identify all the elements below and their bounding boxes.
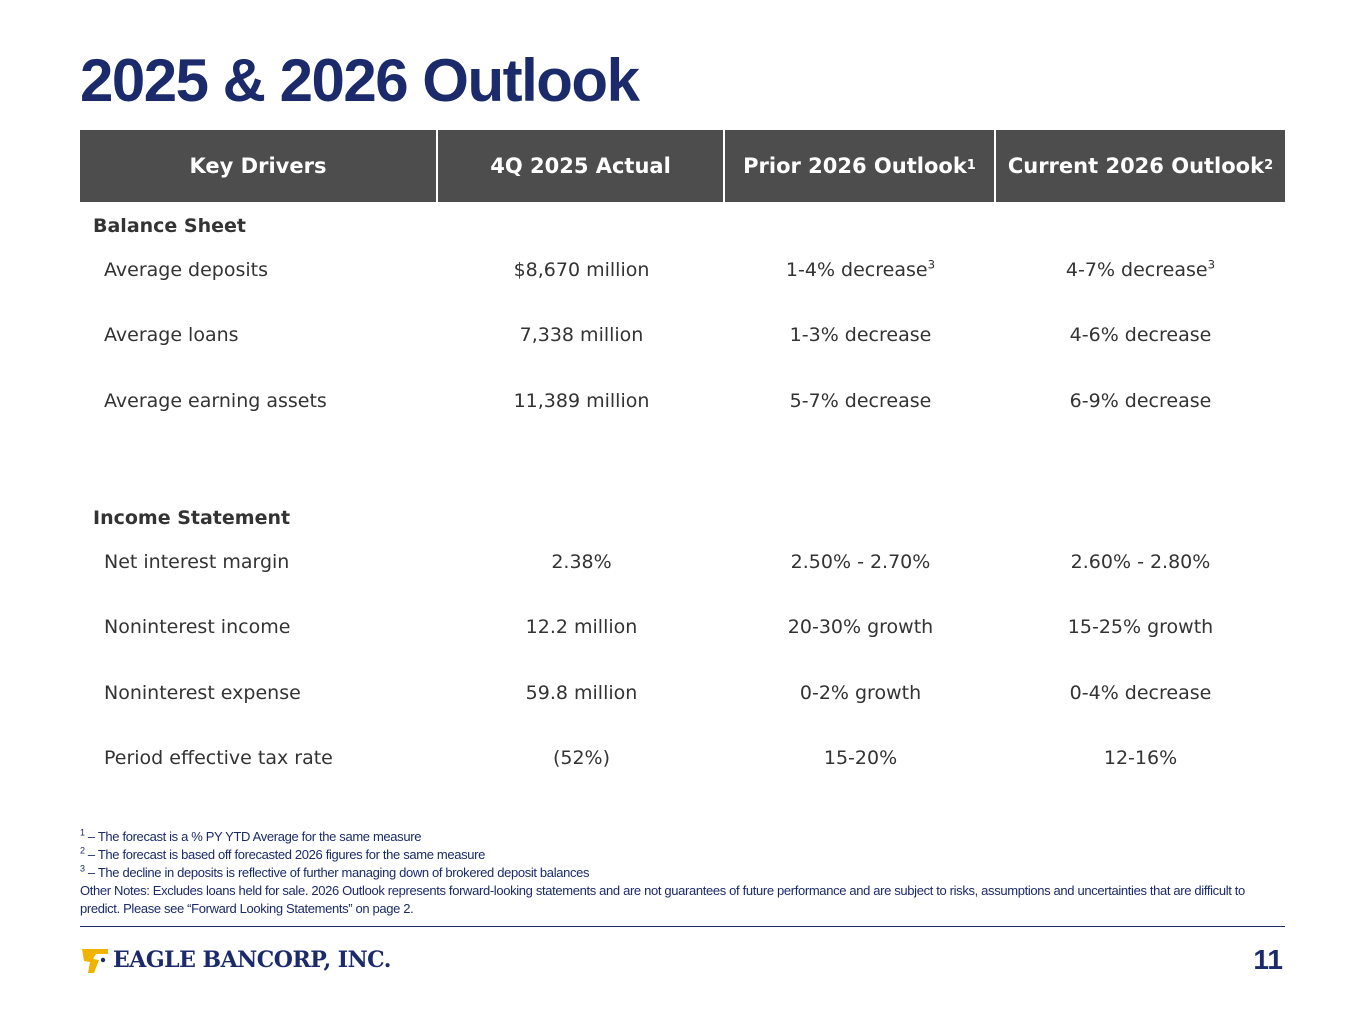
table-row: Noninterest income 12.2 million 20-30% g… bbox=[80, 612, 1285, 642]
current-outlook-value: 15-25% growth bbox=[1067, 616, 1214, 638]
table-row: Period effective tax rate (52%) 15-20% 1… bbox=[80, 743, 1285, 773]
table-row: Average deposits $8,670 million 1-4% dec… bbox=[80, 255, 1285, 285]
driver-label: Average loans bbox=[104, 324, 239, 346]
driver-label: Average deposits bbox=[104, 259, 269, 281]
prior-outlook-value: 5-7% decrease bbox=[789, 390, 932, 412]
logo-text: EAGLE BANCORP, INC. bbox=[113, 947, 391, 973]
page-number: 11 bbox=[1253, 944, 1283, 975]
eagle-icon bbox=[82, 949, 108, 973]
footnote-1: 1 – The forecast is a % PY YTD Average f… bbox=[80, 827, 422, 844]
prior-outlook-value: 20-30% growth bbox=[787, 616, 934, 638]
table-row: Average loans 7,338 million 1-3% decreas… bbox=[80, 320, 1285, 350]
footnote-2: 2 – The forecast is based off forecasted… bbox=[80, 845, 485, 862]
driver-label: Period effective tax rate bbox=[104, 747, 333, 769]
footer-divider bbox=[80, 926, 1285, 927]
current-outlook-value: 12-16% bbox=[1103, 747, 1178, 769]
footnote-ref: 3 bbox=[927, 257, 936, 272]
driver-label: Noninterest expense bbox=[104, 682, 301, 704]
section-income-statement: Income Statement bbox=[93, 507, 291, 529]
current-outlook-value: 4-6% decrease bbox=[1069, 324, 1212, 346]
driver-label: Noninterest income bbox=[104, 616, 291, 638]
other-notes: Other Notes: Excludes loans held for sal… bbox=[80, 883, 1245, 916]
table-header: Key Drivers 4Q 2025 Actual Prior 2026 Ou… bbox=[80, 130, 1285, 202]
prior-outlook-value: 15-20% bbox=[823, 747, 898, 769]
table-row: Net interest margin 2.38% 2.50% - 2.70% … bbox=[80, 547, 1285, 577]
section-balance-sheet: Balance Sheet bbox=[93, 215, 246, 237]
header-key-drivers: Key Drivers bbox=[80, 130, 438, 202]
current-outlook-value: 4-7% decrease3 bbox=[1065, 257, 1216, 281]
header-current-2026-outlook: Current 2026 Outlook 2 bbox=[996, 130, 1285, 202]
actual-value: 7,338 million bbox=[519, 324, 644, 346]
prior-outlook-value: 1-4% decrease3 bbox=[785, 257, 936, 281]
actual-value: 12.2 million bbox=[525, 616, 638, 638]
actual-value: 2.38% bbox=[551, 551, 612, 573]
company-logo: EAGLE BANCORP, INC. bbox=[80, 944, 391, 976]
current-outlook-value: 6-9% decrease bbox=[1069, 390, 1212, 412]
actual-value: $8,670 million bbox=[513, 259, 650, 281]
prior-outlook-value: 0-2% growth bbox=[799, 682, 922, 704]
footnote-3: 3 – The decline in deposits is reflectiv… bbox=[80, 863, 590, 880]
prior-outlook-value: 1-3% decrease bbox=[789, 324, 932, 346]
footnote-ref: 3 bbox=[1207, 257, 1216, 272]
table-row: Average earning assets 11,389 million 5-… bbox=[80, 386, 1285, 416]
actual-value: 11,389 million bbox=[513, 390, 650, 412]
header-prior-2026-outlook: Prior 2026 Outlook 1 bbox=[725, 130, 996, 202]
outlook-table: Key Drivers 4Q 2025 Actual Prior 2026 Ou… bbox=[80, 130, 1285, 769]
table-row: Noninterest expense 59.8 million 0-2% gr… bbox=[80, 678, 1285, 708]
actual-value: (52%) bbox=[552, 747, 611, 769]
footnotes: 1 – The forecast is a % PY YTD Average f… bbox=[80, 828, 1285, 918]
current-outlook-value: 2.60% - 2.80% bbox=[1070, 551, 1211, 573]
prior-outlook-value: 2.50% - 2.70% bbox=[790, 551, 931, 573]
header-4q-2025-actual: 4Q 2025 Actual bbox=[438, 130, 725, 202]
driver-label: Net interest margin bbox=[104, 551, 290, 573]
current-outlook-value: 0-4% decrease bbox=[1069, 682, 1212, 704]
actual-value: 59.8 million bbox=[525, 682, 638, 704]
page-title: 2025 & 2026 Outlook bbox=[80, 47, 640, 114]
driver-label: Average earning assets bbox=[104, 390, 327, 412]
